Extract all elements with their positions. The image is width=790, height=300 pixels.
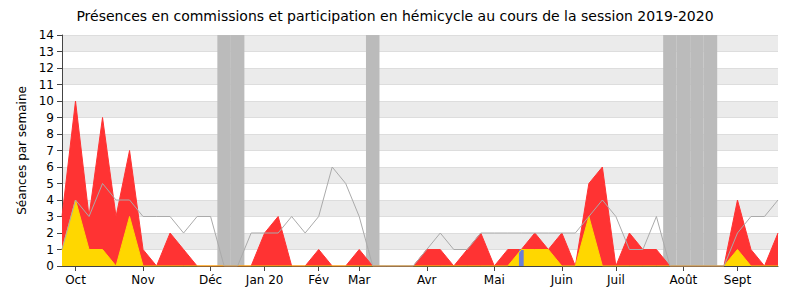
svg-text:13: 13: [39, 45, 54, 59]
svg-text:Avr: Avr: [417, 273, 437, 287]
svg-text:1: 1: [46, 243, 54, 257]
svg-text:Juil: Juil: [606, 273, 625, 287]
svg-text:Juin: Juin: [550, 273, 573, 287]
svg-text:12: 12: [39, 61, 54, 75]
svg-text:0: 0: [46, 259, 54, 273]
svg-text:Jan 20: Jan 20: [245, 273, 284, 287]
svg-text:Août: Août: [670, 273, 698, 287]
svg-text:10: 10: [39, 94, 54, 108]
svg-text:7: 7: [46, 144, 54, 158]
svg-text:11: 11: [39, 78, 54, 92]
svg-text:Séances par semaine: Séances par semaine: [15, 86, 29, 215]
svg-text:Nov: Nov: [131, 273, 154, 287]
svg-text:Présences en commissions et pa: Présences en commissions et participatio…: [76, 8, 713, 24]
svg-text:Mar: Mar: [348, 273, 371, 287]
svg-text:2: 2: [46, 226, 54, 240]
svg-text:3: 3: [46, 210, 54, 224]
svg-text:Mai: Mai: [484, 273, 505, 287]
svg-text:Déc: Déc: [199, 273, 222, 287]
svg-text:14: 14: [39, 28, 54, 42]
svg-text:9: 9: [46, 111, 54, 125]
svg-text:4: 4: [46, 193, 54, 207]
svg-text:Sept: Sept: [724, 273, 752, 287]
svg-text:6: 6: [46, 160, 54, 174]
svg-text:5: 5: [46, 177, 54, 191]
svg-text:8: 8: [46, 127, 54, 141]
svg-text:Oct: Oct: [65, 273, 86, 287]
svg-text:Fév: Fév: [308, 273, 329, 287]
